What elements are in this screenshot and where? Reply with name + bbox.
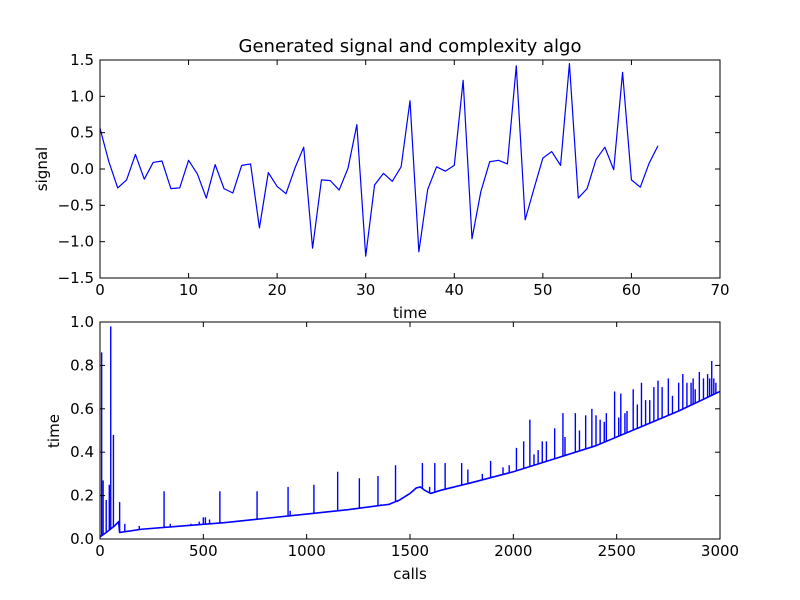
- signal-ytick-label: −1.0: [58, 233, 94, 251]
- signal-ylabel: signal: [33, 147, 51, 191]
- signal-xtick-label: 20: [268, 281, 287, 299]
- signal-xtick-label: 0: [95, 281, 105, 299]
- signal-xlabel: time: [393, 304, 427, 322]
- signal-ytick-label: 0.5: [70, 124, 94, 142]
- signal-axis-ticks: 0 10 20 30 40 50 60 70 −1.5 −1.0 −0.5 0.0 0.5 1.0 1.5: [58, 51, 730, 299]
- complexity-ytick-label: 0.2: [70, 487, 94, 505]
- complexity-xtick-label: 2000: [494, 542, 532, 560]
- signal-ytick-label: −0.5: [58, 196, 94, 214]
- complexity-ytick-label: 0.0: [70, 530, 94, 548]
- signal-ytick-label: 0.0: [70, 160, 94, 178]
- signal-xtick-label: 50: [533, 281, 552, 299]
- complexity-xlabel: calls: [393, 565, 427, 583]
- signal-subplot: Generated signal and complexity algo 0 10…: [33, 36, 730, 322]
- signal-xtick-label: 40: [445, 281, 464, 299]
- signal-ytick-label: 1.5: [70, 51, 94, 69]
- complexity-axis-ticks: 0 500 1000 1500 2000 2500 3000 0.0 0.2 0.4 0.6 0.8 1…: [70, 313, 739, 560]
- complexity-xtick-label: 1500: [391, 542, 429, 560]
- complexity-subplot: 0 500 1000 1500 2000 2500 3000 0.0 0.2 0.4 0.6 0.8 1…: [45, 313, 739, 583]
- chart-title: Generated signal and complexity algo: [239, 36, 582, 57]
- signal-ytick-label: −1.5: [58, 269, 94, 287]
- signal-xtick-label: 70: [710, 281, 729, 299]
- complexity-ytick-label: 0.6: [70, 400, 94, 418]
- complexity-xtick-label: 0: [95, 542, 105, 560]
- complexity-ytick-label: 1.0: [70, 313, 94, 331]
- signal-xtick-label: 10: [179, 281, 198, 299]
- complexity-series-group: [99, 326, 721, 538]
- signal-xtick-label: 60: [622, 281, 641, 299]
- complexity-ylabel: time: [45, 414, 63, 448]
- signal-xtick-label: 30: [356, 281, 375, 299]
- complexity-xtick-label: 500: [189, 542, 218, 560]
- signal-series-group: [99, 63, 659, 257]
- complexity-ytick-label: 0.8: [70, 356, 94, 374]
- signal-ytick-label: 1.0: [70, 87, 94, 105]
- complexity-xtick-label: 2500: [598, 542, 636, 560]
- complexity-ytick-label: 0.4: [70, 443, 94, 461]
- signal-series-line: [99, 63, 659, 257]
- complexity-xtick-label: 3000: [701, 542, 739, 560]
- complexity-xtick-label: 1000: [288, 542, 326, 560]
